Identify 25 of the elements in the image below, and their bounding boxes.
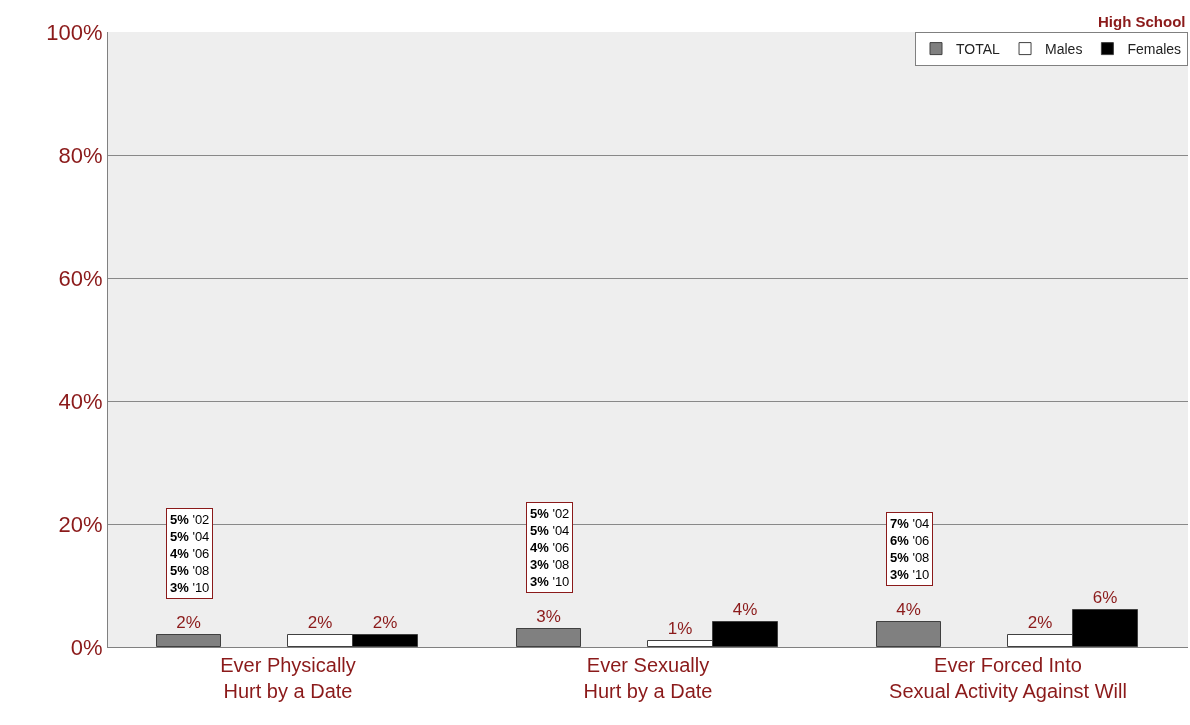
data-label: 4% bbox=[896, 599, 921, 619]
data-label: 4% bbox=[732, 599, 758, 619]
y-tick-label: 80% bbox=[58, 142, 103, 168]
legend-label: TOTAL bbox=[956, 41, 1001, 58]
data-label: 6% bbox=[1092, 587, 1118, 607]
text: 5% '02 5% '04 4% '06 3% '08 3% '10 bbox=[530, 506, 570, 589]
y-tick-label: 100% bbox=[46, 19, 103, 45]
x-tick-label: Ever Physically Hurt by a Date bbox=[220, 654, 356, 702]
text: 5% '02 5% '04 4% '06 5% '08 3% '10 bbox=[170, 512, 210, 595]
y-tick-label: 0% bbox=[70, 634, 103, 660]
data-label: 2% bbox=[307, 612, 333, 632]
data-label: 2% bbox=[1027, 612, 1053, 632]
y-tick-label: 60% bbox=[58, 265, 103, 291]
data-label: 2% bbox=[372, 612, 398, 632]
data-label: 1% bbox=[667, 618, 693, 638]
x-tick-label: Ever Forced Into Sexual Activity Against Will bbox=[889, 654, 1127, 702]
x-tick-label: Ever Sexually Hurt by a Date bbox=[583, 654, 713, 702]
data-label: 3% bbox=[536, 606, 561, 626]
chart-subtitle: High School bbox=[1098, 13, 1186, 30]
legend-label: Males bbox=[1045, 41, 1083, 58]
y-tick-label: 40% bbox=[58, 388, 103, 414]
y-tick-label: 20% bbox=[58, 511, 103, 537]
data-label: 2% bbox=[176, 612, 201, 632]
legend-label: Females bbox=[1127, 41, 1182, 58]
annotation: 7% '04 6% '06 5% '08 3% '10 bbox=[890, 516, 930, 582]
